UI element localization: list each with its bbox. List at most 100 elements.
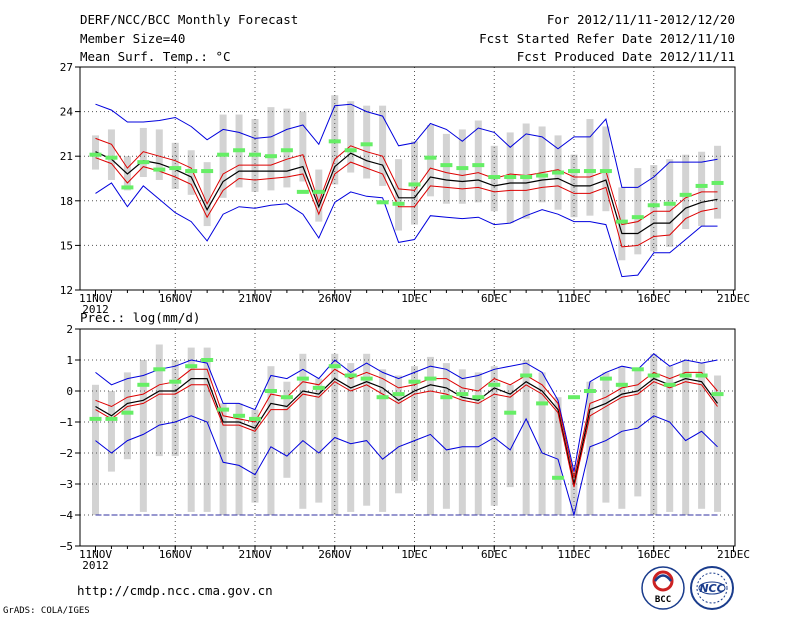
temp-member-marker [504, 175, 517, 180]
precip-member-marker [105, 416, 118, 421]
ncc-logo-text: NCC [699, 582, 724, 595]
precip-upper-quartile-line [95, 368, 718, 478]
temp-spread-box [650, 165, 658, 252]
temp-ytick-label: 27 [60, 61, 73, 74]
precip-member-marker [440, 395, 453, 400]
precip-spread-box [474, 372, 482, 515]
temp-spread-box [538, 126, 546, 203]
temp-spread-box [395, 159, 403, 231]
precip-member-marker [201, 358, 214, 362]
temp-member-marker [424, 155, 437, 160]
temp-median-line [95, 151, 718, 235]
precip-xtick-label: 21NOV [238, 548, 271, 561]
temp-xtick-label: 16DEC [637, 292, 670, 305]
temp-member-marker [599, 169, 612, 174]
precip-member-marker [153, 367, 166, 372]
precip-spread-box [538, 372, 546, 515]
temp-spread-box [363, 105, 371, 179]
precip-spread-box [92, 384, 99, 515]
temp-member-marker [663, 201, 676, 206]
precip-member-marker [264, 389, 277, 393]
temp-lower-quartile-line [95, 157, 718, 248]
temp-xtick-year: 2012 [82, 303, 109, 316]
precip-spread-box [331, 353, 339, 515]
precip-spread-box [522, 360, 530, 515]
temp-spread-box [171, 142, 179, 189]
temp-spread-box [602, 126, 610, 212]
precip-member-marker [504, 410, 517, 415]
precip-spread-box [235, 403, 243, 515]
temp-member-marker [153, 167, 166, 172]
precip-spread-box [203, 347, 211, 512]
temp-member-marker [456, 166, 469, 171]
precip-spread-box [666, 366, 674, 512]
precip-spread-box [395, 375, 403, 494]
precip-member-marker [312, 385, 325, 390]
temp-plot-frame [79, 66, 736, 291]
precip-spread-box [123, 372, 131, 460]
temp-xtick-label: 6DEC [481, 292, 508, 305]
temp-spread-box [682, 154, 690, 230]
precip-xtick-year: 2012 [82, 559, 109, 572]
precip-ytick-label: 0 [66, 385, 73, 398]
precip-member-marker [169, 379, 182, 384]
temp-member-marker [344, 148, 357, 153]
precip-xtick-label: 16DEC [637, 548, 670, 561]
precip-spread-box [187, 347, 195, 512]
temp-member-marker [312, 189, 325, 194]
temp-spread-box [426, 124, 434, 197]
precip-spread-box [554, 397, 562, 515]
variable-label: Mean Surf. Temp.: °C [80, 49, 231, 64]
precip-spread-box [299, 353, 307, 509]
temp-member-marker [631, 215, 644, 220]
precip-member-marker [599, 376, 612, 381]
precip-member-marker [568, 395, 580, 400]
temp-spread-box [155, 129, 163, 180]
temp-ytick-label: 18 [60, 195, 73, 208]
precip-member-marker [456, 392, 469, 397]
temp-xtick-label: 26NOV [318, 292, 351, 305]
precip-spread-box [251, 409, 259, 503]
precip-spread-box [283, 381, 291, 478]
temp-spread-box [347, 101, 355, 173]
precip-ytick-label: 2 [66, 323, 73, 336]
precip-ytick-label: 1 [66, 354, 73, 367]
temp-spread-box [634, 168, 642, 255]
precip-ytick-label: −1 [60, 416, 73, 429]
precip-lower-quartile-line [95, 381, 718, 488]
precip-member-marker [583, 389, 596, 393]
precip-member-marker [615, 382, 628, 387]
precip-member-marker [217, 407, 230, 412]
temp-member-marker [520, 175, 533, 180]
precip-spread-box [411, 366, 418, 481]
precip-spread-box [458, 369, 466, 515]
precip-spread-box [139, 360, 147, 512]
temp-member-marker [440, 163, 453, 168]
temp-member-marker [583, 169, 596, 174]
temp-member-marker [568, 169, 580, 174]
precip-member-marker [536, 401, 549, 406]
temp-member-marker [360, 142, 373, 147]
precip-plot-frame [79, 328, 736, 547]
temp-member-marker [392, 201, 405, 206]
precip-member-marker [424, 376, 437, 381]
ncc-logo: NCC [690, 566, 734, 610]
temp-member-marker [201, 169, 214, 174]
temp-xtick-label: 11NOV [79, 292, 112, 305]
precip-spread-box [315, 378, 323, 503]
temp-spread-box [283, 108, 291, 188]
temp-min-line [95, 182, 718, 278]
precip-spread-box [650, 353, 658, 515]
precip-member-marker [679, 373, 692, 378]
temp-spread-box [315, 169, 323, 222]
precip-spread-box [570, 468, 578, 515]
precip-spread-box [506, 384, 514, 488]
precip-spread-box [490, 366, 498, 506]
temp-member-marker [264, 154, 277, 159]
precip-spread-box [682, 360, 690, 515]
precip-xtick-label: 26NOV [318, 548, 351, 561]
precip-spread-box [698, 363, 706, 509]
temp-spread-box [107, 129, 115, 180]
precip-member-marker [376, 395, 389, 400]
